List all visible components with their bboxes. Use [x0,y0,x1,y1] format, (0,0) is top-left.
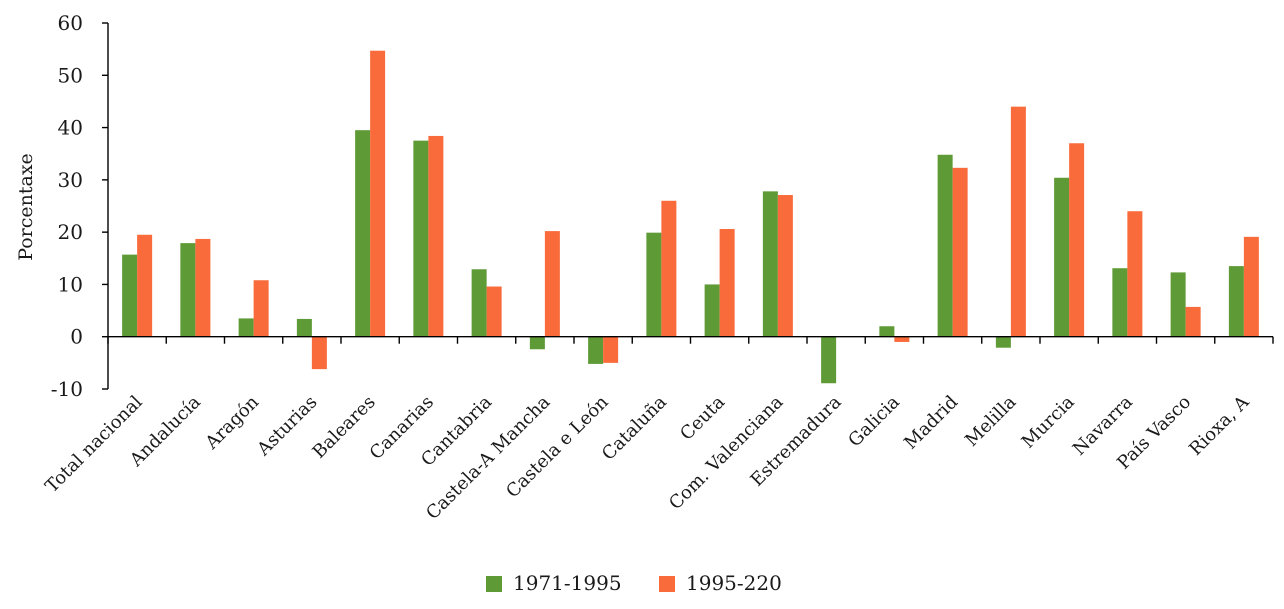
bar-series-1971-1995 [588,336,604,364]
x-tick-label: Melilla [961,391,1020,450]
legend: 1971-1995 1995-220 [486,571,782,595]
bar-series-1995-220 [1010,106,1026,337]
bar-series-1971-1995 [762,191,778,337]
bar-series-1971-1995 [238,318,254,337]
x-tick-label: Ceuta [676,391,729,444]
bar-series-1971-1995 [413,140,429,337]
x-tick-label: Castela e León [502,391,613,502]
legend-swatch [486,576,502,592]
y-tick-label: 60 [58,11,83,35]
legend-label: 1995-220 [686,571,782,595]
bar-series-1971-1995 [122,254,138,337]
x-tick-label: Madrid [900,392,962,454]
y-tick-label: 20 [58,220,83,244]
legend-label: 1971-1995 [513,571,622,595]
bar-series-1971-1995 [879,326,895,337]
bar-series-1971-1995 [180,243,196,337]
bar-series-1971-1995 [296,318,312,337]
bar-series-1971-1995 [821,336,837,384]
bar-series-1995-220 [486,286,502,337]
y-tick-label: 40 [58,116,83,140]
bar-series-1995-220 [603,336,619,363]
x-tick-label: Cataluña [598,392,671,465]
y-tick-label: 10 [58,272,83,296]
legend-swatch [659,576,675,592]
bar-series-1971-1995 [995,336,1011,348]
bar-series-1995-220 [137,234,153,337]
bar-series-1971-1995 [937,154,953,337]
y-axis-title: Porcentaxe [15,153,37,261]
bar-series-1995-220 [544,231,560,337]
bars-layer [122,50,1259,384]
bar-series-1971-1995 [704,284,720,337]
bar-series-1995-220 [952,167,968,337]
bar-series-1971-1995 [1170,272,1186,337]
x-tick-label: Total nacional [41,392,147,498]
y-tick-label: 50 [58,63,83,87]
bar-series-1995-220 [719,229,735,337]
bar-series-1995-220 [777,195,793,337]
bar-series-1995-220 [1069,143,1085,337]
y-tick-label: -10 [51,377,83,401]
y-tick-label: 0 [70,325,83,349]
bar-series-1995-220 [370,50,386,337]
bar-series-1995-220 [195,238,211,337]
bar-series-1995-220 [428,135,444,337]
y-tick-label: 30 [58,168,83,192]
bar-series-1995-220 [1127,211,1143,337]
x-tick-label: Galicia [844,392,904,452]
bar-series-1971-1995 [355,130,371,337]
bar-series-1971-1995 [1112,268,1128,337]
bar-series-1995-220 [311,336,327,370]
x-tick-label: Rioxa, A [1185,391,1254,460]
bar-series-1971-1995 [1228,266,1244,337]
bar-series-1971-1995 [471,269,487,337]
bar-series-1995-220 [661,200,677,337]
bar-series-1995-220 [894,336,910,342]
bar-series-1971-1995 [1054,177,1070,337]
bar-series-1995-220 [253,280,269,337]
bar-series-1995-220 [1185,306,1201,337]
bar-series-1971-1995 [529,336,545,350]
bar-series-1971-1995 [646,232,662,337]
bar-series-1995-220 [1243,236,1259,337]
